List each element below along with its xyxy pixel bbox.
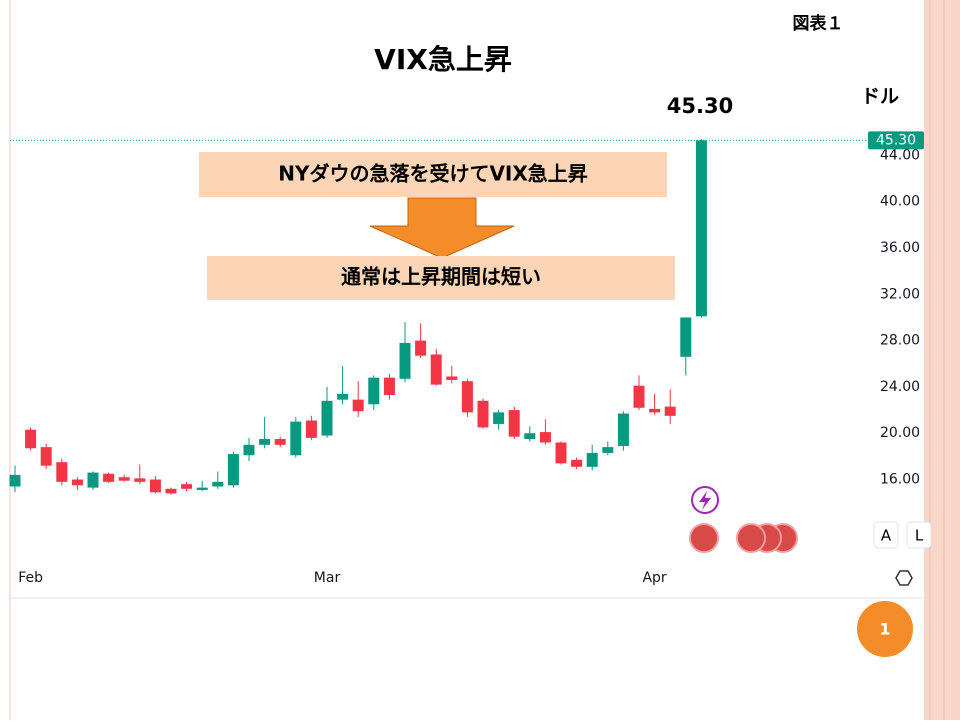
candle-body: [695, 140, 707, 317]
candle-body: [56, 462, 68, 482]
x-tick-label: Apr: [642, 570, 666, 586]
annotation-box: [207, 256, 675, 300]
price-tag: [868, 131, 924, 150]
annotation-text: 通常は上昇期間は短い: [341, 265, 541, 289]
candle-body: [25, 429, 37, 449]
candle-body: [9, 474, 21, 487]
flag-icon: [689, 523, 719, 553]
unit-label: ドル: [861, 86, 899, 108]
candle-body: [181, 484, 193, 489]
candle-body: [321, 400, 333, 436]
candle-body: [165, 488, 177, 494]
candle-body: [617, 413, 629, 446]
candle-body: [383, 377, 395, 396]
annotation-text: NYダウの急落を受けてVIX急上昇: [278, 162, 588, 186]
candle-body: [40, 447, 52, 466]
candle-body: [633, 385, 645, 408]
y-tick-label: 44.00: [880, 147, 920, 163]
candle-body: [493, 412, 505, 424]
page-badge: [857, 601, 913, 657]
candle-body: [134, 478, 146, 482]
side-stripe: [924, 0, 960, 720]
candle-body: [571, 459, 583, 467]
settings-icon[interactable]: [895, 570, 913, 586]
candle-body: [212, 481, 224, 487]
candle-body: [149, 479, 161, 493]
candle-body: [602, 447, 614, 453]
candle-body: [103, 473, 115, 482]
candle-body: [649, 408, 661, 413]
candle-body: [539, 432, 551, 443]
scale-button-label[interactable]: L: [915, 527, 924, 545]
figure-label: 図表１: [793, 13, 844, 34]
scale-button[interactable]: [873, 521, 899, 549]
candle-body: [243, 444, 255, 456]
candle-body: [259, 439, 271, 445]
scale-button[interactable]: [906, 521, 932, 549]
candle-body: [274, 439, 286, 445]
candle-body: [446, 376, 458, 380]
price-tag-label: 45.30: [876, 132, 916, 148]
candle-body: [477, 400, 489, 428]
slide-title: VIX急上昇: [374, 43, 512, 76]
y-tick-label: 20.00: [880, 425, 920, 441]
candle-body: [415, 340, 427, 356]
page-number: 1: [879, 620, 890, 639]
y-tick-label: 16.00: [880, 472, 920, 488]
x-tick-label: Mar: [314, 570, 341, 586]
candle-body: [71, 479, 83, 486]
candle-body: [664, 406, 676, 416]
price-annotation: 45.30: [667, 94, 733, 118]
arrow: [369, 197, 515, 259]
candle-body: [196, 487, 208, 490]
lightning: [699, 491, 711, 510]
candle-body: [586, 452, 598, 467]
y-tick-label: 32.00: [880, 286, 920, 302]
annotation-box: [199, 152, 667, 197]
y-tick-label: 40.00: [880, 194, 920, 210]
x-tick-label: Feb: [18, 570, 43, 586]
candle-body: [290, 421, 302, 456]
candle-body: [524, 433, 536, 440]
candle-body: [305, 420, 317, 438]
plot: 16.00 20.00 24.00 28.00 32.00 36.00 40.00 44.00…: [9, 131, 924, 586]
candle-body: [508, 410, 520, 437]
candle-body: [430, 354, 442, 385]
candle-body: [118, 477, 130, 481]
candle-body: [368, 377, 380, 405]
candle-body: [399, 342, 411, 379]
candle-body: [87, 472, 99, 488]
candle-body: [680, 317, 692, 357]
scale-button-label[interactable]: A: [881, 527, 892, 545]
candle-body: [461, 381, 473, 413]
y-tick-label: 28.00: [880, 333, 920, 349]
candle-body: [555, 442, 567, 464]
candle-body: [337, 393, 349, 400]
flag-icon: [736, 523, 766, 553]
y-tick-label: 36.00: [880, 240, 920, 256]
candle-body: [227, 454, 239, 486]
candle-body: [352, 399, 364, 412]
y-tick-label: 24.00: [880, 379, 920, 395]
